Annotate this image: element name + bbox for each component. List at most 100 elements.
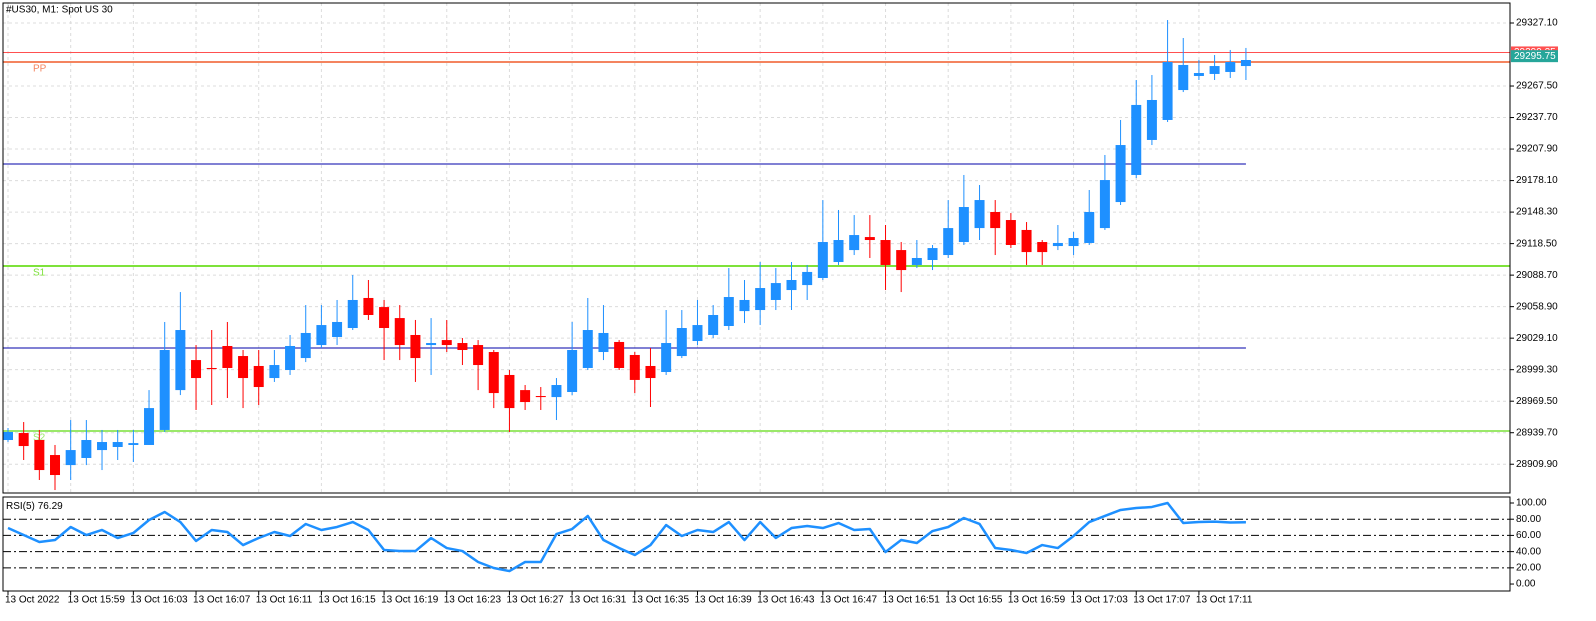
candle-body <box>410 334 421 359</box>
x-tick-label: 13 Oct 16:27 <box>506 595 564 606</box>
x-tick-label: 13 Oct 16:11 <box>256 595 313 606</box>
candle-body <box>426 343 437 346</box>
x-tick-label: 13 Oct 17:11 <box>1196 595 1253 606</box>
x-tick-label: 13 Oct 16:59 <box>1008 595 1066 606</box>
candle-body <box>629 354 640 380</box>
candle-body <box>880 240 891 265</box>
candle-body <box>598 332 609 353</box>
x-tick-label: 13 Oct 16:19 <box>381 595 439 606</box>
y-tick-label: 40.00 <box>1516 546 1541 557</box>
candle-body <box>1178 64 1189 91</box>
candle-body <box>676 328 687 357</box>
chart-title: #US30, M1: Spot US 30 <box>6 5 113 16</box>
y-tick-label: 29118.50 <box>1516 238 1557 249</box>
rsi-last: 76.29 <box>38 501 63 512</box>
candle-body <box>144 408 155 445</box>
candle-body <box>332 321 343 337</box>
candle-body <box>567 350 578 392</box>
candle-body <box>473 345 484 366</box>
rsi-frame <box>2 496 1511 592</box>
candle-body <box>1115 145 1126 203</box>
candle-body <box>614 341 625 368</box>
y-tick-label: 28999.30 <box>1516 364 1558 375</box>
x-tick-label: 13 Oct 16:03 <box>130 595 188 606</box>
candle-body <box>739 299 750 312</box>
candle-body <box>833 240 844 263</box>
candle-body <box>1099 180 1110 229</box>
candle-body <box>755 288 766 311</box>
candle-body <box>911 257 922 265</box>
main-frame <box>2 2 1511 494</box>
candle-body <box>81 440 92 458</box>
candle-body <box>363 297 374 316</box>
candle-body <box>175 330 186 391</box>
x-tick-label: 13 Oct 17:07 <box>1133 595 1191 606</box>
chart-layer: 29327.10 29267.50 29237.70 29207.90 29178.10… <box>3 3 1558 606</box>
candle-body <box>285 345 296 370</box>
candle-body <box>723 297 734 327</box>
candle-body <box>770 283 781 300</box>
candle-body <box>1209 66 1220 74</box>
x-tick-label: 13 Oct 16:23 <box>444 595 502 606</box>
candle-body <box>551 385 562 398</box>
candle-body <box>379 307 390 329</box>
x-tick-label: 13 Oct 16:51 <box>883 595 941 606</box>
bid-marker-label: 29295.75 <box>1514 51 1556 62</box>
candle-body <box>1225 62 1236 72</box>
x-tick-label: 13 Oct 16:47 <box>820 595 878 606</box>
candle-body <box>1084 211 1095 243</box>
y-tick-label: 29148.30 <box>1516 207 1558 218</box>
candle-body <box>34 440 45 471</box>
y-tick-label: 60.00 <box>1516 530 1541 541</box>
candle-body <box>786 279 797 291</box>
candle-body <box>457 343 468 351</box>
candle-body <box>222 345 233 368</box>
candle-body <box>1037 242 1048 253</box>
candle-body <box>661 343 672 373</box>
candle-body <box>927 248 938 261</box>
candle-body <box>817 242 828 278</box>
candle-body <box>238 356 249 379</box>
rsi-line <box>7 501 1246 573</box>
candle-body <box>958 207 969 243</box>
candle-body <box>692 325 703 342</box>
candle-body <box>504 374 515 409</box>
candle-body <box>253 365 264 388</box>
x-tick-label: 13 Oct 2022 <box>5 595 60 606</box>
candle-body <box>896 250 907 271</box>
x-tick-label: 13 Oct 16:15 <box>318 595 376 606</box>
candle-body <box>582 330 593 368</box>
candle-body <box>1146 99 1157 140</box>
x-tick-label: 13 Oct 17:03 <box>1071 595 1129 606</box>
candle-body <box>191 360 202 379</box>
candle-body <box>1131 104 1142 175</box>
bid-marker <box>1511 50 1558 63</box>
y-tick-label: 29058.90 <box>1516 301 1558 312</box>
candle-body <box>708 315 719 335</box>
candle-body <box>159 350 170 430</box>
candle-body <box>3 431 13 441</box>
pivot-label: PP <box>33 64 47 75</box>
x-tick-label: 13 Oct 16:39 <box>694 595 752 606</box>
candle-body <box>347 299 358 329</box>
candle-body <box>1052 242 1063 247</box>
candle-body <box>520 390 531 403</box>
candle-body <box>1193 73 1204 76</box>
candle-body <box>990 211 1001 229</box>
candle-body <box>50 455 61 476</box>
y-tick-label: 28969.50 <box>1516 396 1558 407</box>
x-tick-label: 13 Oct 16:35 <box>632 595 690 606</box>
candle-body <box>849 235 860 251</box>
candle-body <box>864 237 875 241</box>
y-tick-label: 29267.50 <box>1516 81 1558 92</box>
candle-body <box>269 365 280 379</box>
y-tick-label: 28909.90 <box>1516 459 1558 470</box>
candle-body <box>1005 220 1016 245</box>
candle-body <box>394 318 405 346</box>
y-tick-label: 29237.70 <box>1516 112 1558 123</box>
y-tick-label: 29327.10 <box>1516 18 1558 29</box>
candle-body <box>535 396 546 398</box>
candle-body <box>97 442 108 451</box>
